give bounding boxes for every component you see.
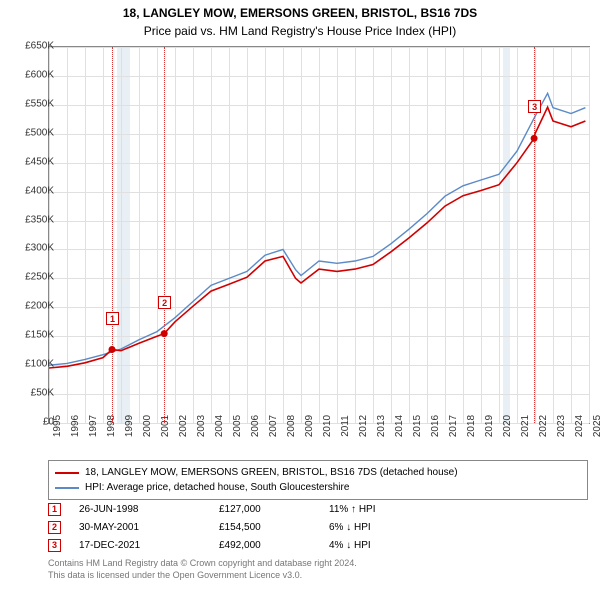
event-row: 3 17-DEC-2021£492,0004% ↓ HPI [48,536,588,554]
x-tick-label: 2020 [502,415,513,437]
x-tick-label: 2023 [556,415,567,437]
sale-marker-label: 2 [158,296,171,309]
x-tick-label: 2003 [196,415,207,437]
y-tick-label: £100K [10,359,54,370]
event-pct: 4% ↓ HPI [329,540,439,551]
event-date: 30-MAY-2001 [79,522,219,533]
x-tick-label: 2009 [304,415,315,437]
x-tick-label: 2001 [160,415,171,437]
x-tick-label: 2022 [538,415,549,437]
sale-marker-label: 1 [106,312,119,325]
x-tick-label: 2013 [376,415,387,437]
y-tick-label: £50K [10,388,54,399]
y-tick-label: £250K [10,272,54,283]
chart-svg [49,47,589,423]
legend-text: 18, LANGLEY MOW, EMERSONS GREEN, BRISTOL… [85,465,458,480]
x-tick-label: 1995 [52,415,63,437]
event-price: £127,000 [219,504,329,515]
event-row: 2 30-MAY-2001£154,5006% ↓ HPI [48,518,588,536]
event-pct: 6% ↓ HPI [329,522,439,533]
x-tick-label: 2005 [232,415,243,437]
legend-text: HPI: Average price, detached house, Sout… [85,480,349,495]
event-pct: 11% ↑ HPI [329,504,439,515]
y-tick-label: £550K [10,98,54,109]
x-tick-label: 2019 [484,415,495,437]
x-tick-label: 2017 [448,415,459,437]
x-tick-label: 2012 [358,415,369,437]
series-line [49,93,585,365]
footer-attribution: Contains HM Land Registry data © Crown c… [48,558,357,581]
event-row: 1 26-JUN-1998£127,00011% ↑ HPI [48,500,588,518]
legend-row: 18, LANGLEY MOW, EMERSONS GREEN, BRISTOL… [55,465,581,480]
x-tick-label: 2000 [142,415,153,437]
event-date: 26-JUN-1998 [79,504,219,515]
x-tick-label: 2008 [286,415,297,437]
x-tick-label: 2025 [592,415,600,437]
gridline-vertical [589,47,590,423]
x-tick-label: 2006 [250,415,261,437]
y-tick-label: £0 [10,417,54,428]
sale-marker-dot [109,346,116,353]
y-tick-label: £450K [10,156,54,167]
x-tick-label: 1996 [70,415,81,437]
event-marker-icon: 2 [48,521,61,534]
y-tick-label: £400K [10,185,54,196]
x-tick-label: 2010 [322,415,333,437]
event-marker-icon: 3 [48,539,61,552]
chart-plot-area: 1 2 3 [48,46,590,424]
x-tick-label: 2016 [430,415,441,437]
chart-title: 18, LANGLEY MOW, EMERSONS GREEN, BRISTOL… [0,0,600,22]
x-tick-label: 2007 [268,415,279,437]
x-tick-label: 1998 [106,415,117,437]
legend-row: HPI: Average price, detached house, Sout… [55,480,581,495]
x-tick-label: 1999 [124,415,135,437]
sale-marker-dot [531,135,538,142]
y-tick-label: £600K [10,69,54,80]
event-marker-icon: 1 [48,503,61,516]
legend: 18, LANGLEY MOW, EMERSONS GREEN, BRISTOL… [48,460,588,500]
x-tick-label: 2024 [574,415,585,437]
legend-swatch [55,487,79,489]
sale-marker-label: 3 [528,100,541,113]
events-table: 1 26-JUN-1998£127,00011% ↑ HPI 2 30-MAY-200… [48,500,588,554]
footer-line-1: Contains HM Land Registry data © Crown c… [48,558,357,570]
sale-marker-dot [161,330,168,337]
x-tick-label: 2002 [178,415,189,437]
x-tick-label: 2018 [466,415,477,437]
y-tick-label: £150K [10,330,54,341]
x-tick-label: 2004 [214,415,225,437]
x-tick-label: 2014 [394,415,405,437]
y-tick-label: £200K [10,301,54,312]
y-tick-label: £500K [10,127,54,138]
x-tick-label: 2015 [412,415,423,437]
footer-line-2: This data is licensed under the Open Gov… [48,570,357,582]
event-date: 17-DEC-2021 [79,540,219,551]
event-price: £154,500 [219,522,329,533]
chart-subtitle: Price paid vs. HM Land Registry's House … [0,22,600,44]
y-tick-label: £650K [10,41,54,52]
x-tick-label: 2011 [340,415,351,437]
y-tick-label: £350K [10,214,54,225]
y-tick-label: £300K [10,243,54,254]
x-tick-label: 2021 [520,415,531,437]
legend-swatch [55,472,79,474]
event-price: £492,000 [219,540,329,551]
series-line [49,107,585,368]
x-tick-label: 1997 [88,415,99,437]
